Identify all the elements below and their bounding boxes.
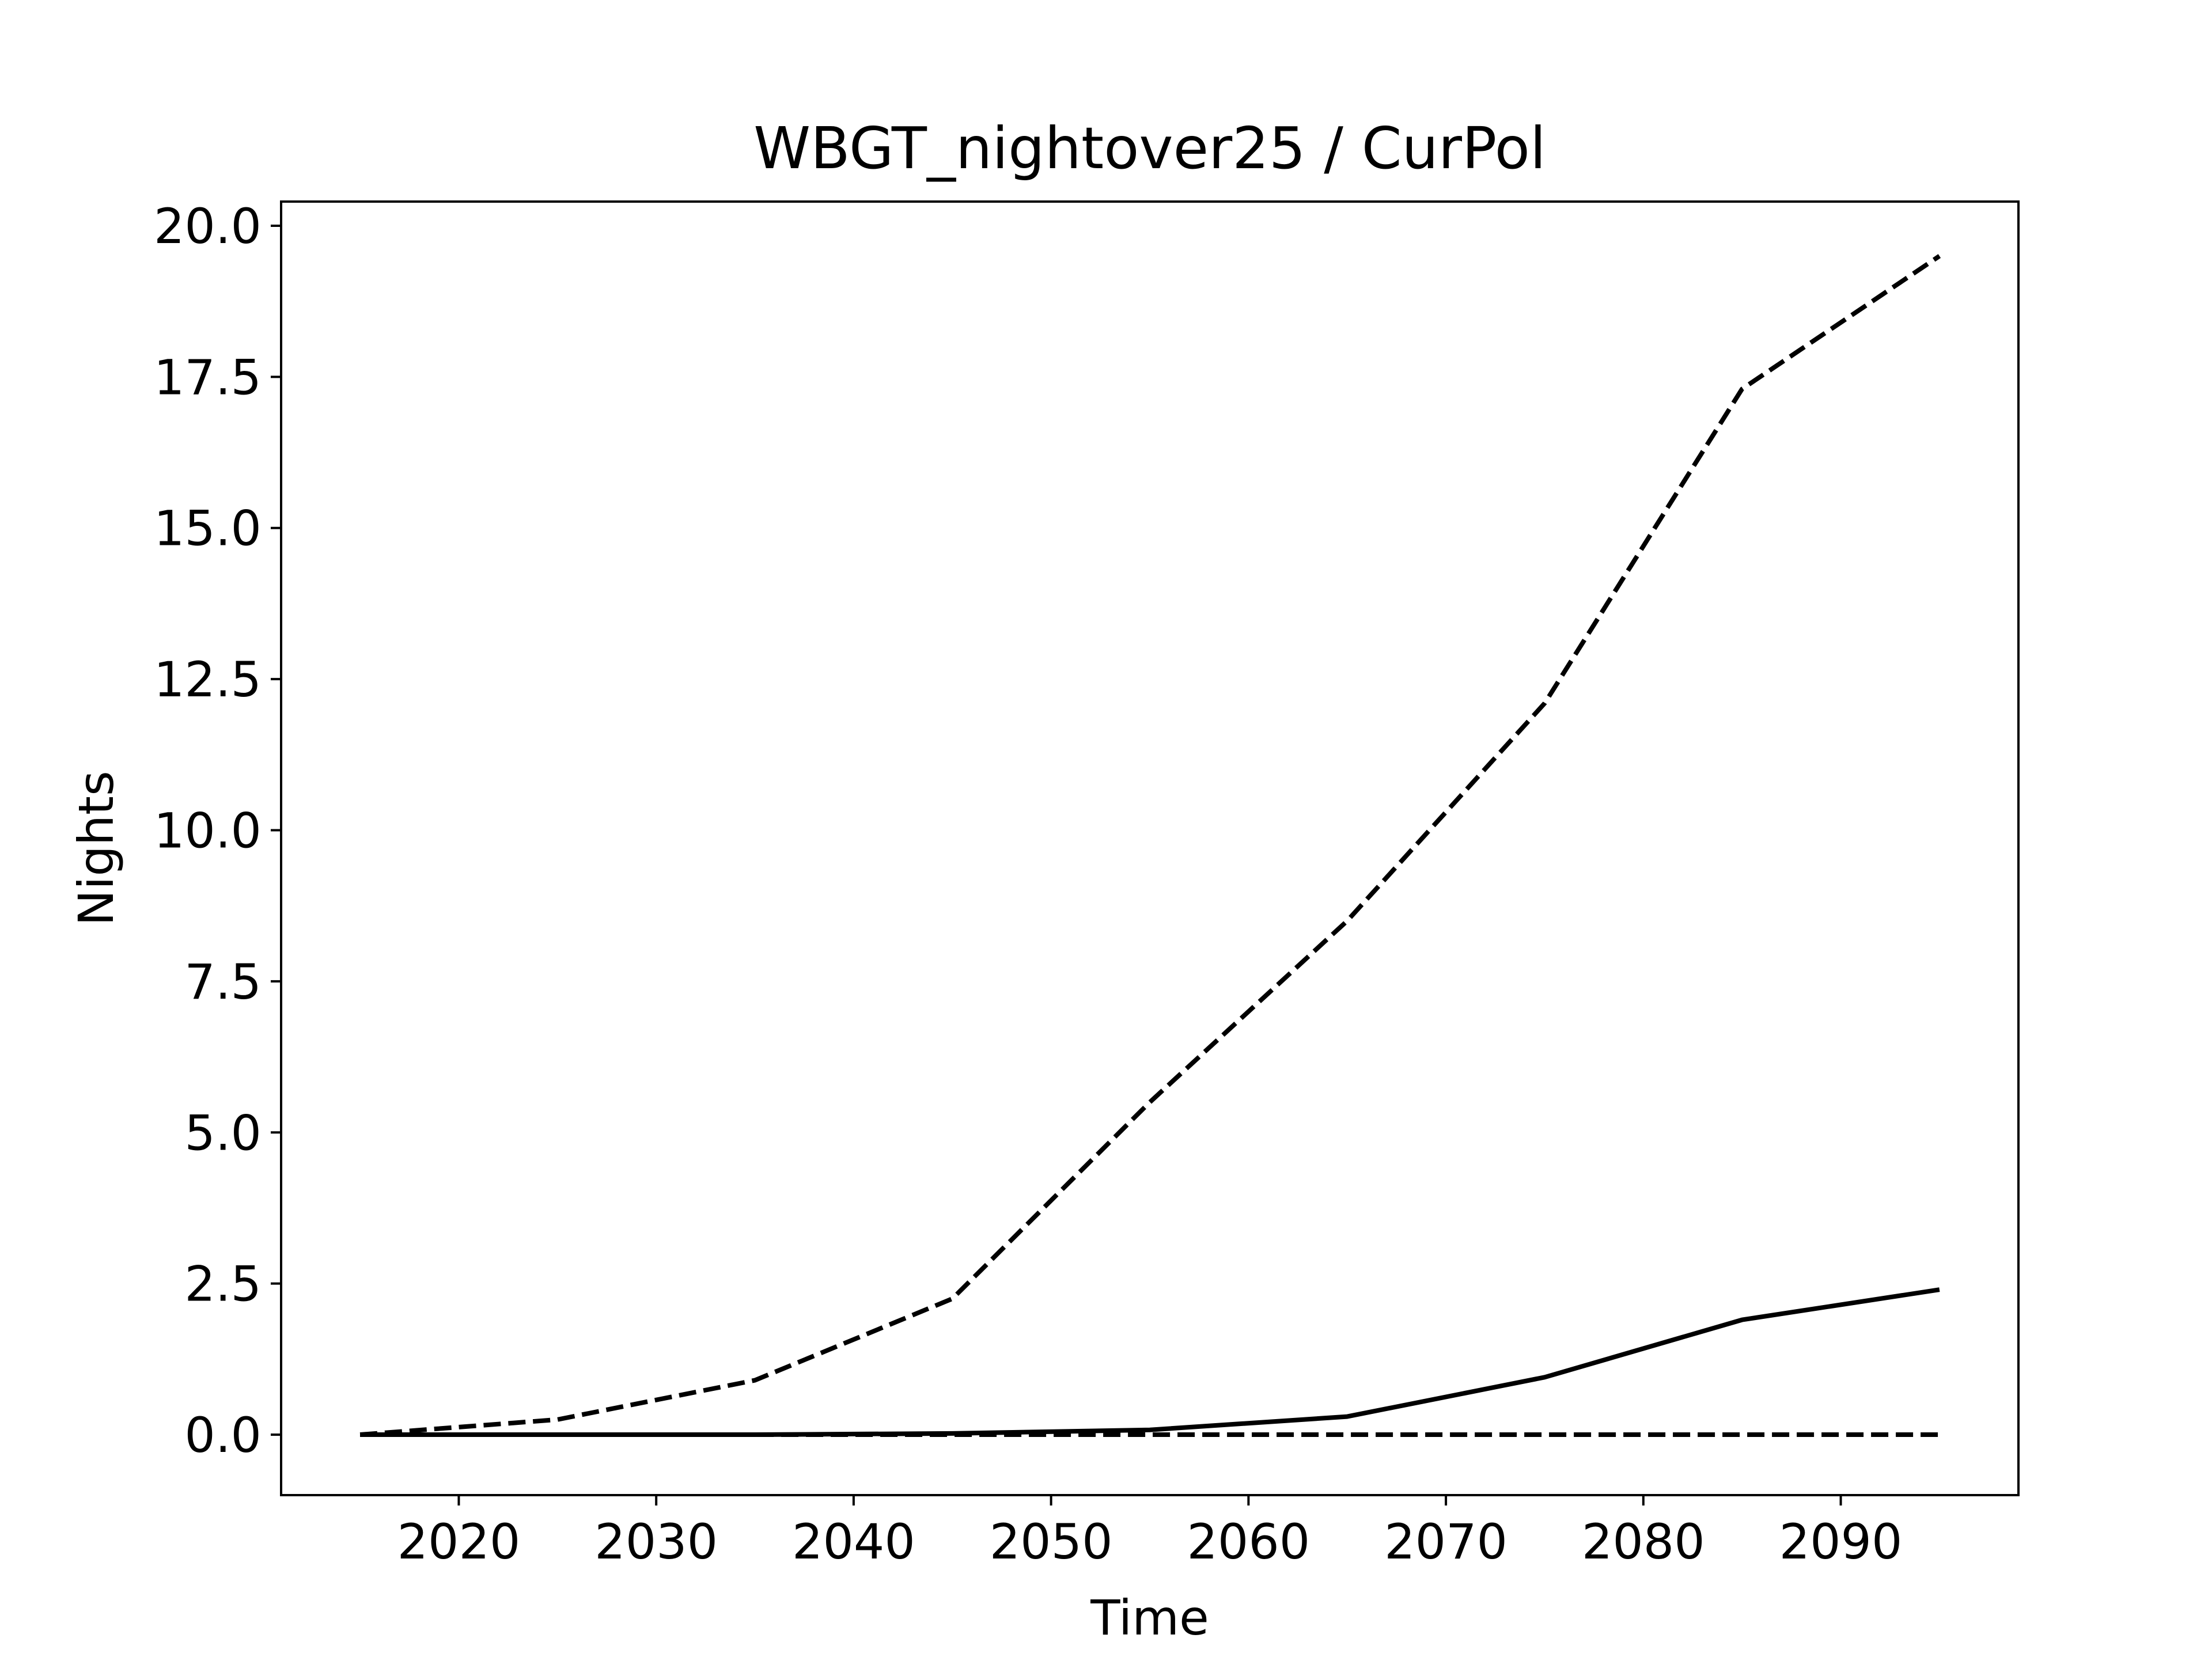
x-tick-label: 2090	[1779, 1514, 1903, 1570]
y-tick-label: 2.5	[184, 1256, 262, 1313]
y-tick-label: 15.0	[154, 500, 262, 557]
y-axis-label: Nights	[68, 771, 124, 926]
y-tick-label: 5.0	[184, 1105, 262, 1161]
x-tick-label: 2050	[990, 1514, 1113, 1570]
x-tick-label: 2040	[792, 1514, 915, 1570]
x-axis-ticks: 2020 2030 2040 2050 2060 2070 2080 2090	[397, 1495, 1903, 1570]
y-axis-ticks: 0.0 2.5 5.0 7.5 10.0 12.5 15.0 17.5 20.0	[154, 198, 281, 1463]
chart-title: WBGT_nightover25 / CurPol	[753, 115, 1546, 182]
y-tick-label: 12.5	[154, 651, 262, 708]
series-layer	[359, 254, 1941, 1437]
x-tick-label: 2020	[397, 1514, 521, 1570]
x-tick-label: 2060	[1187, 1514, 1310, 1570]
plot-area-frame	[280, 200, 2020, 1496]
x-tick-label: 2080	[1582, 1514, 1705, 1570]
y-tick-label: 0.0	[184, 1407, 262, 1463]
y-tick-label: 10.0	[154, 803, 262, 859]
y-tick-label: 17.5	[154, 349, 262, 405]
y-tick-label: 7.5	[184, 954, 262, 1010]
series-line-1	[359, 254, 1941, 1437]
x-tick-label: 2070	[1384, 1514, 1508, 1570]
x-tick-label: 2030	[594, 1514, 718, 1570]
y-tick-label: 20.0	[154, 198, 262, 255]
x-axis-label: Time	[1090, 1590, 1209, 1646]
